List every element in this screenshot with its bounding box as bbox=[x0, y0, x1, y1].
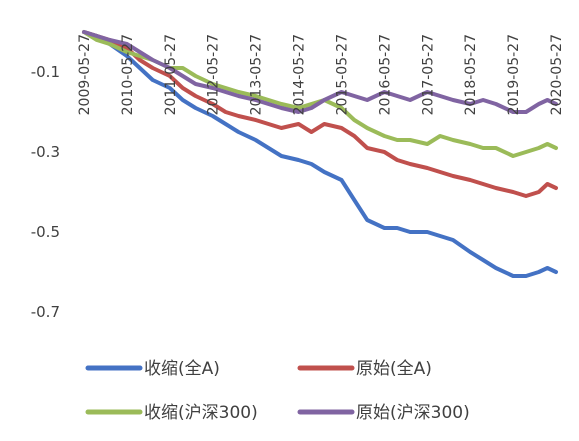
x-tick-label: 2017-05-27 bbox=[420, 34, 436, 115]
x-tick-label: 2015-05-27 bbox=[334, 34, 350, 115]
x-tick-label: 2011-05-27 bbox=[163, 34, 179, 115]
series-line-3 bbox=[82, 30, 558, 114]
legend-item-2: 收缩(沪深300) bbox=[85, 403, 258, 423]
series-layer bbox=[82, 30, 558, 278]
x-tick-label: 2016-05-27 bbox=[377, 34, 393, 115]
x-tick-label: 2013-05-27 bbox=[249, 34, 265, 115]
x-tick-label: 2012-05-27 bbox=[206, 34, 222, 115]
y-tick-label: -0.1 bbox=[31, 63, 60, 81]
legend-label: 原始(沪深300) bbox=[356, 403, 470, 423]
y-tick-label: -0.3 bbox=[31, 143, 60, 161]
legend-item-1: 原始(全A) bbox=[297, 359, 432, 379]
x-tick-label: 2019-05-27 bbox=[506, 34, 522, 115]
x-axis: 2009-05-27 2010-05-27 2011-05-27 2012-05-27… bbox=[77, 34, 565, 115]
x-tick-label: 2014-05-27 bbox=[292, 34, 308, 115]
series-line-2 bbox=[82, 30, 558, 158]
x-tick-label: 2018-05-27 bbox=[463, 34, 479, 115]
y-tick-label: -0.5 bbox=[31, 223, 60, 241]
y-tick-label: -0.7 bbox=[31, 303, 60, 321]
series-line-0 bbox=[82, 30, 558, 278]
legend-item-3: 原始(沪深300) bbox=[297, 403, 470, 423]
x-tick-label: 2020-05-27 bbox=[549, 34, 565, 115]
series-line-1 bbox=[82, 30, 558, 198]
x-tick-label: 2009-05-27 bbox=[77, 34, 93, 115]
y-axis: -0.1 -0.3 -0.5 -0.7 bbox=[31, 63, 60, 321]
legend-label: 原始(全A) bbox=[356, 359, 432, 379]
legend-label: 收缩(全A) bbox=[144, 359, 220, 379]
legend-label: 收缩(沪深300) bbox=[144, 403, 258, 423]
legend: 收缩(全A) 原始(全A) 收缩(沪深300) 原始(沪深300) bbox=[85, 359, 470, 423]
x-tick-label: 2010-05-27 bbox=[120, 34, 136, 115]
legend-item-0: 收缩(全A) bbox=[85, 359, 220, 379]
